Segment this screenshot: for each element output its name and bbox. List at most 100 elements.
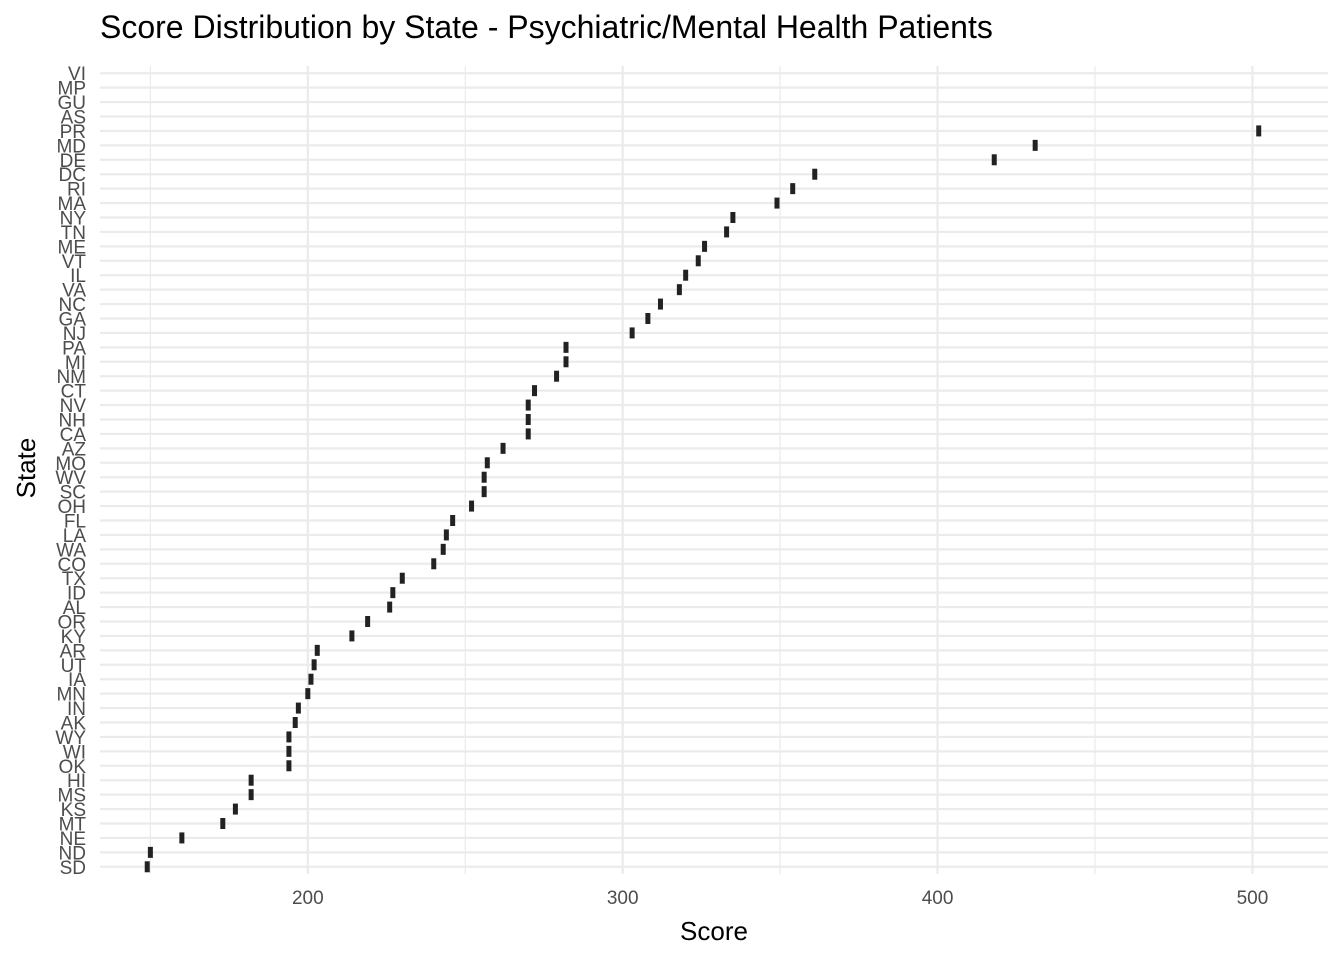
state-label: MS bbox=[58, 786, 87, 807]
state-label: UT bbox=[61, 656, 87, 677]
state-label: WI bbox=[63, 742, 86, 763]
box-mark-CT bbox=[532, 385, 538, 397]
state-label: OR bbox=[58, 613, 87, 634]
state-label: MN bbox=[56, 685, 86, 706]
state-label: MI bbox=[65, 353, 86, 374]
state-label: WA bbox=[56, 540, 86, 561]
state-label: LA bbox=[63, 526, 87, 547]
box-mark-FL bbox=[450, 515, 456, 526]
x-tick-labels: 200 300 400 500 bbox=[292, 888, 1268, 909]
box-mark-TX bbox=[399, 572, 405, 584]
state-label: IL bbox=[70, 266, 86, 287]
state-label: ME bbox=[58, 237, 87, 258]
state-labels: SDNDNEMTKSMSHIOKWIWYAKINMNIAUTARKYORALID… bbox=[55, 64, 86, 879]
box-mark-NM bbox=[554, 370, 560, 382]
state-label: TX bbox=[62, 569, 87, 590]
box-mark-ME bbox=[702, 240, 708, 252]
box-mark-MI bbox=[563, 356, 569, 368]
state-label: IA bbox=[68, 670, 86, 691]
box-mark-ID bbox=[390, 587, 396, 599]
box-mark-MD bbox=[1032, 139, 1038, 151]
box-mark-IL bbox=[683, 269, 689, 281]
box-mark-ND bbox=[147, 846, 153, 858]
box-mark-PA bbox=[563, 341, 569, 353]
state-label: AZ bbox=[62, 439, 87, 460]
box-mark-HI bbox=[248, 774, 254, 786]
box-mark-RI bbox=[790, 183, 796, 195]
state-label: WV bbox=[55, 468, 86, 489]
state-label: KS bbox=[61, 800, 86, 821]
state-label: NM bbox=[56, 367, 86, 388]
box-mark-MN bbox=[305, 688, 311, 700]
state-label: SD bbox=[60, 858, 86, 879]
box-mark-WA bbox=[440, 543, 446, 555]
state-label: TN bbox=[61, 223, 86, 244]
box-marks bbox=[144, 125, 1262, 873]
state-label: AS bbox=[61, 108, 86, 129]
state-label: VT bbox=[62, 252, 87, 273]
state-label: PR bbox=[60, 122, 86, 143]
state-label: AK bbox=[61, 714, 87, 735]
box-mark-OR bbox=[365, 616, 371, 627]
chart-title: Score Distribution by State - Psychiatri… bbox=[100, 9, 993, 45]
grid-layer bbox=[100, 66, 1328, 874]
box-mark-OH bbox=[469, 500, 475, 512]
state-label: MO bbox=[55, 454, 86, 475]
x-tick-label: 400 bbox=[922, 888, 954, 909]
state-label: WY bbox=[55, 728, 86, 749]
box-mark-TN bbox=[724, 226, 730, 238]
x-tick-label: 200 bbox=[292, 888, 324, 909]
state-label: OH bbox=[58, 497, 87, 518]
state-label: CT bbox=[61, 382, 87, 403]
box-mark-WY bbox=[286, 731, 292, 743]
box-mark-VT bbox=[695, 255, 701, 267]
x-axis-title: Score bbox=[680, 916, 748, 946]
box-mark-GA bbox=[645, 313, 651, 324]
state-label: PA bbox=[62, 338, 86, 359]
box-mark-MO bbox=[484, 457, 490, 469]
box-mark-WV bbox=[481, 471, 487, 483]
box-mark-DE bbox=[991, 154, 997, 166]
y-axis-title: State bbox=[11, 438, 41, 499]
box-mark-VA bbox=[676, 284, 682, 296]
state-label: RI bbox=[67, 180, 86, 201]
box-mark-NH bbox=[525, 414, 531, 425]
box-mark-KY bbox=[349, 630, 355, 642]
state-label: MA bbox=[58, 194, 87, 215]
state-label: MP bbox=[58, 79, 87, 100]
state-label: IN bbox=[67, 699, 86, 720]
box-mark-CA bbox=[525, 428, 531, 440]
state-label: DE bbox=[60, 151, 86, 172]
state-label: DC bbox=[59, 165, 86, 186]
state-label: NC bbox=[59, 295, 86, 316]
box-mark-DC bbox=[812, 168, 818, 180]
state-label: MT bbox=[59, 815, 87, 836]
box-mark-WI bbox=[286, 745, 292, 757]
state-label: NV bbox=[60, 396, 87, 417]
box-mark-IA bbox=[308, 673, 314, 685]
state-label: VI bbox=[68, 64, 86, 85]
box-mark-KS bbox=[232, 803, 238, 815]
box-mark-MT bbox=[220, 818, 226, 829]
box-mark-NV bbox=[525, 399, 531, 411]
box-mark-MS bbox=[248, 789, 254, 801]
state-label: NE bbox=[60, 829, 86, 850]
box-mark-CO bbox=[431, 558, 437, 570]
state-label: HI bbox=[67, 771, 86, 792]
box-mark-OK bbox=[286, 760, 292, 772]
state-label: GU bbox=[58, 93, 87, 114]
box-mark-SD bbox=[144, 861, 150, 873]
box-mark-PR bbox=[1256, 125, 1262, 137]
box-mark-AL bbox=[387, 601, 393, 613]
box-mark-SC bbox=[481, 486, 487, 498]
state-label: OK bbox=[59, 757, 87, 778]
box-mark-UT bbox=[311, 659, 317, 671]
box-mark-NC bbox=[657, 298, 663, 310]
state-label: AR bbox=[60, 641, 86, 662]
state-label: KY bbox=[61, 627, 87, 648]
box-mark-NJ bbox=[629, 327, 635, 339]
state-label: MD bbox=[56, 136, 86, 157]
box-mark-MA bbox=[774, 197, 780, 209]
state-label: CA bbox=[60, 425, 87, 446]
